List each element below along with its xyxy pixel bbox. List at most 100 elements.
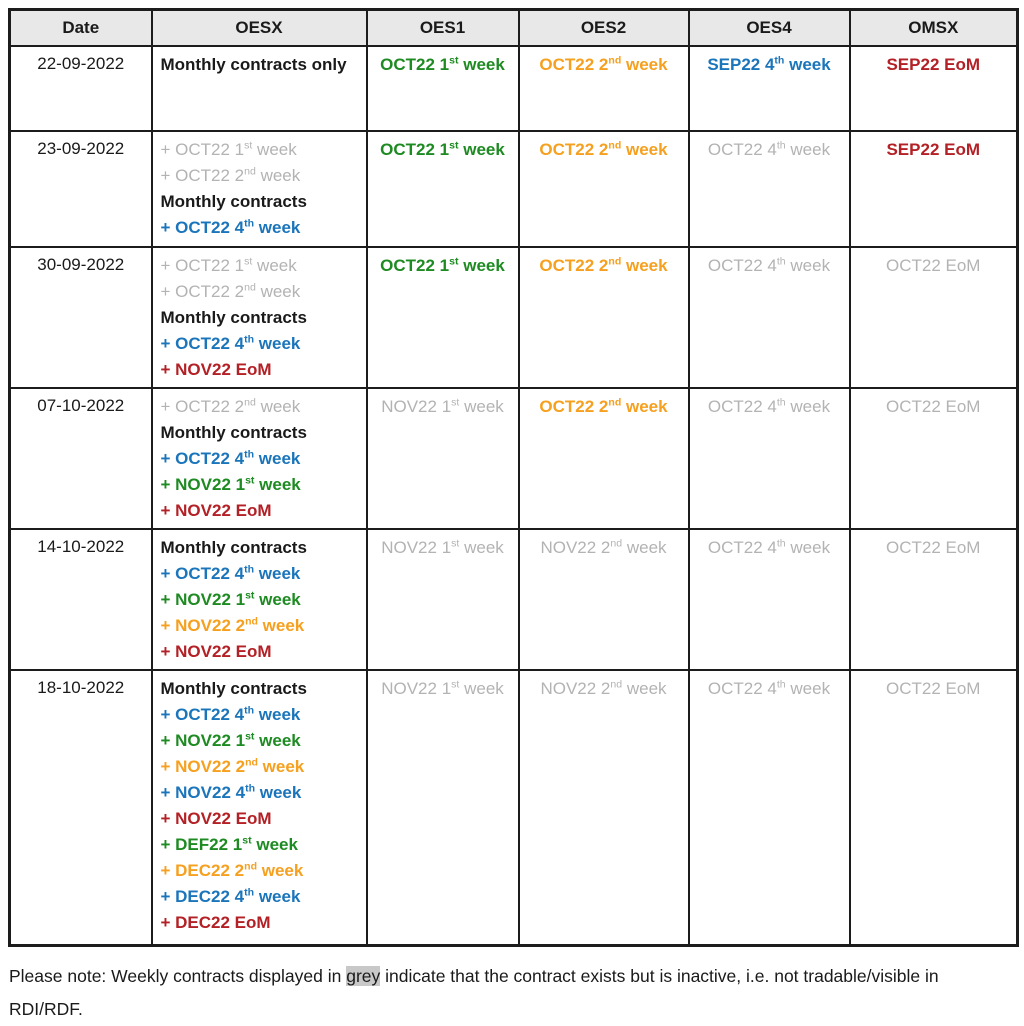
contract-cell-omsx: OCT22 EoM [848,387,1019,530]
contract-entry: Monthly contracts only [160,55,347,74]
ordinal-superscript: st [245,474,255,487]
table-row: 14-10-2022 Monthly contracts + OCT22 4th w… [8,528,1019,671]
ordinal-superscript: st [451,678,460,691]
date-cell: 07-10-2022 [8,387,153,530]
contract-entry: + NOV22 1st week [160,730,301,750]
ordinal-superscript: nd [245,615,258,628]
contract-cell-oes2: OCT22 2nd week [517,387,690,530]
column-header-oes2: OES2 [517,8,690,47]
contract-entry: OCT22 4th week [707,396,831,416]
table-row: 22-09-2022 Monthly contracts only OCT22 1s… [8,45,1019,132]
ordinal-superscript: st [245,730,255,743]
contract-cell-oes4: OCT22 4th week [687,669,851,947]
contract-entry: OCT22 2nd week [539,54,668,74]
ordinal-superscript: nd [610,678,623,691]
column-header-date: Date [8,8,153,47]
contract-cell-oes4: OCT22 4th week [687,528,851,671]
contract-cell-oes2: OCT22 2nd week [517,130,690,248]
contract-cell-oes4: OCT22 4th week [687,387,851,530]
contract-entry: NOV22 1st week [381,678,504,698]
ordinal-superscript: st [451,396,460,409]
column-header-oes1: OES1 [365,8,520,47]
contract-entry: OCT22 4th week [707,139,831,159]
contract-cell-oesx: Monthly contracts + OCT22 4th week + NOV22… [150,528,368,671]
table-row: 23-09-2022 + OCT22 1st week + OCT22 2nd we… [8,130,1019,248]
contract-cell-oes1: OCT22 1st week [365,45,520,132]
contract-entry: + OCT22 4th week [160,448,301,468]
ordinal-superscript: st [449,139,459,152]
contract-entry: OCT22 4th week [707,678,831,698]
contract-cell-oes1: NOV22 1st week [365,528,520,671]
contract-cell-oesx: Monthly contracts + OCT22 4th week + NOV22… [150,669,368,947]
column-header-omsx: OMSX [848,8,1019,47]
ordinal-superscript: nd [608,255,622,268]
contract-cell-oes4: OCT22 4th week [687,246,851,389]
contract-entry: NOV22 1st week [381,396,504,416]
ordinal-superscript: st [449,54,459,67]
ordinal-superscript: th [245,782,256,795]
header-row: Date OESX OES1 OES2 OES4 OMSX [8,8,1019,47]
contract-entry: + OCT22 2nd week [160,396,301,416]
contract-entry: + NOV22 EoM [160,809,272,828]
contract-entry: OCT22 2nd week [539,139,668,159]
table-row: 18-10-2022 Monthly contracts + OCT22 4th w… [8,669,1019,947]
contract-entry: + NOV22 1st week [160,589,301,609]
contract-entry: + DEF22 1st week [160,834,298,854]
contract-entry: OCT22 1st week [380,54,505,74]
ordinal-superscript: th [776,255,786,268]
contract-cell-oes4: OCT22 4th week [687,130,851,248]
contract-entry: + OCT22 4th week [160,704,301,724]
contract-cell-oes2: OCT22 2nd week [517,246,690,389]
contract-cell-oes1: NOV22 1st week [365,669,520,947]
ordinal-superscript: nd [244,396,256,409]
ordinal-superscript: th [244,448,255,461]
contract-entry: + OCT22 2nd week [160,165,301,185]
ordinal-superscript: nd [608,54,622,67]
ordinal-superscript: th [776,537,786,550]
ordinal-superscript: th [244,704,255,717]
contract-entry: OCT22 1st week [380,255,505,275]
ordinal-superscript: nd [608,139,622,152]
date-cell: 30-09-2022 [8,246,153,389]
contract-cell-omsx: SEP22 EoM [848,130,1019,248]
ordinal-superscript: th [776,678,786,691]
contract-entry: + NOV22 4th week [160,782,302,802]
contract-entry: + DEC22 EoM [160,913,271,932]
contract-cell-oesx: + OCT22 1st week + OCT22 2nd week Monthly … [150,130,368,248]
ordinal-superscript: nd [244,165,256,178]
contract-entry: SEP22 4th week [707,54,831,74]
ordinal-superscript: th [244,333,255,346]
contract-entry: + NOV22 EoM [160,501,272,520]
contract-entry: OCT22 EoM [886,256,981,275]
ordinal-superscript: st [244,139,253,152]
ordinal-superscript: nd [244,860,258,873]
ordinal-superscript: nd [608,396,622,409]
ordinal-superscript: th [774,54,785,67]
contract-cell-oes1: OCT22 1st week [365,246,520,389]
contracts-table: Date OESX OES1 OES2 OES4 OMSX 22-09-2022 Month… [8,8,1019,947]
ordinal-superscript: st [449,255,459,268]
contract-entry: + OCT22 4th week [160,217,301,237]
contract-entry: Monthly contracts [160,423,307,442]
contract-entry: NOV22 2nd week [540,678,667,698]
contract-entry: Monthly contracts [160,679,307,698]
contract-cell-oesx: Monthly contracts only [150,45,368,132]
date-cell: 22-09-2022 [8,45,153,132]
contract-entry: + NOV22 EoM [160,642,272,661]
column-header-oes4: OES4 [687,8,851,47]
contract-entry: NOV22 2nd week [540,537,667,557]
contract-cell-oesx: + OCT22 1st week + OCT22 2nd week Monthly … [150,246,368,389]
contract-entry: + NOV22 1st week [160,474,301,494]
contract-cell-oesx: + OCT22 2nd week Monthly contracts + OCT22… [150,387,368,530]
contract-cell-oes1: OCT22 1st week [365,130,520,248]
contract-cell-oes1: NOV22 1st week [365,387,520,530]
contract-entry: Monthly contracts [160,308,307,327]
contract-entry: + OCT22 4th week [160,563,301,583]
contract-entry: OCT22 4th week [707,255,831,275]
contract-entry: + OCT22 1st week [160,139,297,159]
contract-entry: OCT22 EoM [886,538,981,557]
footnote-prefix: Please note: Weekly contracts displayed … [9,966,347,986]
ordinal-superscript: st [242,834,252,847]
contract-cell-omsx: OCT22 EoM [848,246,1019,389]
ordinal-superscript: th [776,139,786,152]
